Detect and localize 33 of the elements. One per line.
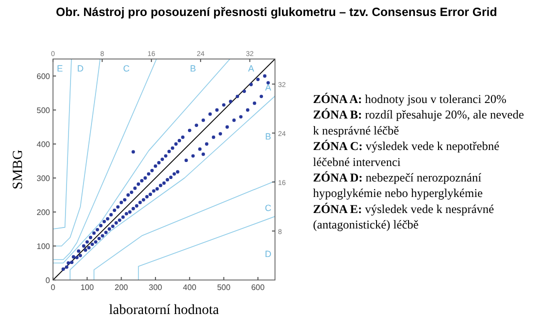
annotation: A (248, 64, 254, 74)
y-tick-label: 400 (36, 140, 51, 149)
y-tick-label: 300 (36, 174, 51, 183)
x-axis-title: laboratorní hodnota (108, 303, 220, 318)
line-series (70, 96, 275, 280)
y-tick-label: 500 (36, 106, 51, 115)
x-tick-label: 600 (251, 283, 266, 292)
text: ZÓNA E: výsledek vede k nesprávné (antagonistické) léčbě (313, 202, 494, 232)
y-tick-label: 600 (36, 72, 51, 81)
annotation: C (264, 202, 272, 213)
line-series (53, 59, 72, 230)
y-tick-label: 0 (46, 276, 51, 285)
text: ZÓNA A: hodnoty jsou v toleranci 20% (313, 92, 506, 106)
y-axis-title: SMBG (11, 150, 26, 190)
annotation: B (265, 132, 272, 142)
annotation: E (56, 64, 63, 74)
x-tick-label: 500 (217, 283, 231, 292)
annotation: D (77, 64, 84, 74)
line-series (53, 59, 230, 264)
annotation: A (265, 82, 272, 92)
line-series (53, 59, 101, 246)
annotation: B (190, 64, 196, 74)
annotation: C (123, 64, 130, 74)
x-tick-label: 200 (114, 283, 129, 292)
chart-title: Obr. Nástroj pro posouzení přesnosti glukometru – tzv. Consensus Error Grid (56, 5, 498, 19)
line-series (138, 216, 275, 280)
annotation: D (264, 248, 272, 259)
x-tick-label: 300 (148, 283, 163, 292)
line-series (94, 180, 275, 280)
y-tick-label: 100 (36, 242, 51, 251)
y-tick-label: 200 (36, 208, 51, 217)
x-tick-label: 400 (182, 283, 197, 292)
x-tick-label: 100 (80, 283, 94, 292)
